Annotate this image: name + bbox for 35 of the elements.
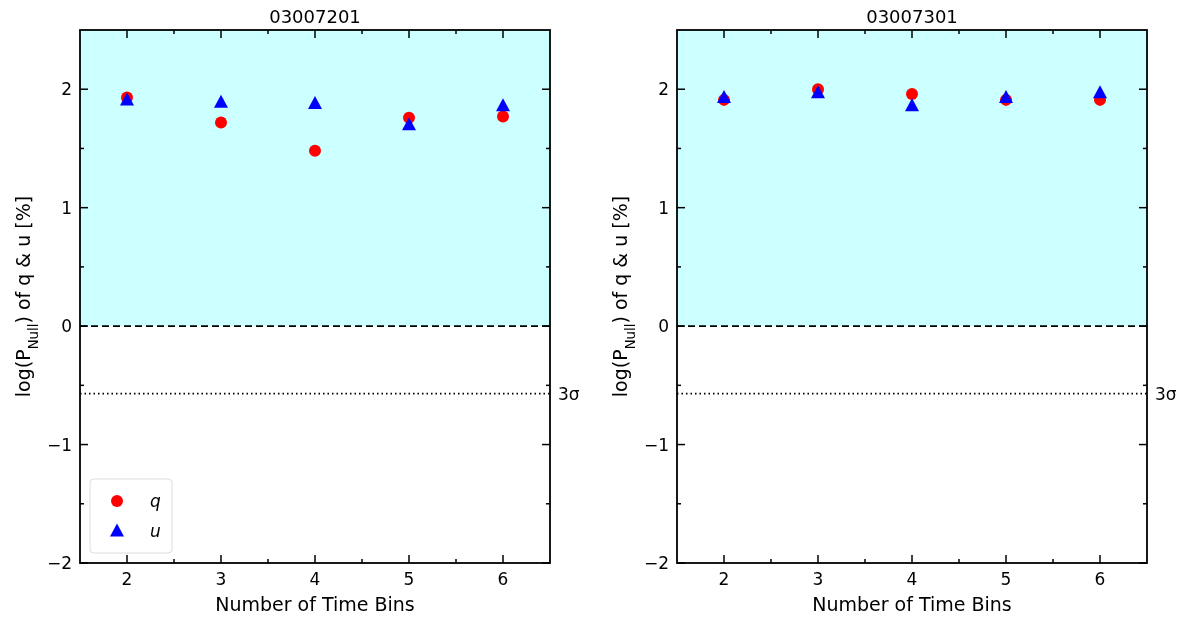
x-tick-label: 3 xyxy=(215,569,227,589)
y-tick-label: 1 xyxy=(658,197,669,218)
x-tick-label: 6 xyxy=(1094,569,1106,589)
legend-label: q xyxy=(150,491,161,511)
y-tick-label: 2 xyxy=(658,79,669,100)
point xyxy=(214,94,228,108)
point xyxy=(402,117,416,131)
x-axis-title: Number of Time Bins xyxy=(812,593,1012,615)
y-tick-label: 2 xyxy=(61,79,72,100)
y-tick-label: 1 xyxy=(61,197,72,218)
point xyxy=(497,110,509,123)
y-tick-label: −2 xyxy=(46,553,72,573)
ref-line-label: 3σ xyxy=(558,383,580,404)
legend-label: u xyxy=(150,521,161,541)
x-tick-label: 6 xyxy=(497,569,509,589)
point xyxy=(215,116,227,129)
x-tick-label: 2 xyxy=(121,569,133,589)
x-tick-label: 2 xyxy=(718,569,730,589)
x-tick-label: 4 xyxy=(906,569,918,589)
y-tick-label: 0 xyxy=(61,316,72,337)
x-tick-label: 4 xyxy=(309,569,321,589)
ref-line-label: 3σ xyxy=(1155,383,1177,404)
x-tick-label: 5 xyxy=(1000,569,1012,589)
chart-title: 03007301 xyxy=(866,6,958,27)
y-tick-label: 0 xyxy=(658,316,669,337)
point xyxy=(309,144,321,157)
x-tick-label: 5 xyxy=(403,569,415,589)
x-tick-label: 3 xyxy=(812,569,824,589)
point xyxy=(308,95,322,109)
x-axis-title: Number of Time Bins xyxy=(215,593,415,615)
y-tick-label: −1 xyxy=(643,434,669,455)
y-tick-label: −2 xyxy=(643,553,669,573)
chart-title: 03007201 xyxy=(269,6,361,27)
y-tick-label: −1 xyxy=(46,434,72,455)
point xyxy=(496,98,510,112)
